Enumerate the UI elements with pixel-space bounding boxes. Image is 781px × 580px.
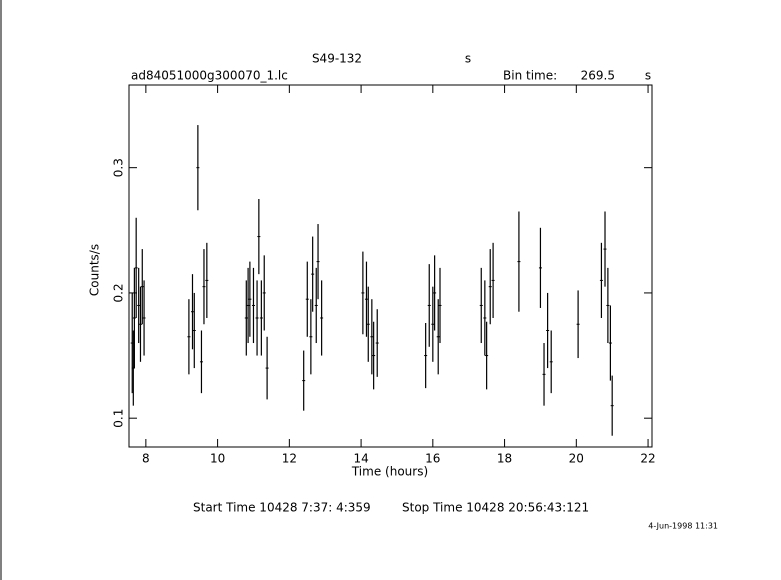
x-tick-label: 18 (497, 452, 512, 466)
y-tick-label: 0.2 (112, 283, 126, 302)
bin-time: 269.5 (581, 69, 615, 83)
x-tick-label: 16 (425, 452, 440, 466)
y-tick-label: 0.3 (112, 158, 126, 177)
file-name: ad84051000g300070_1.lc (131, 69, 288, 83)
x-tick-label: 12 (282, 452, 297, 466)
x-tick-label: 20 (569, 452, 584, 466)
stop-time: Stop Time 10428 20:56:43:121 (402, 501, 589, 515)
x-tick-label: 10 (210, 452, 225, 466)
title-unit: s (465, 52, 471, 66)
y-axis-label: Counts/s (88, 244, 102, 296)
bin-label: Bin time: (503, 69, 557, 83)
x-tick-label: 22 (640, 452, 655, 466)
bin-unit: s (645, 69, 651, 83)
x-tick-label: 14 (353, 452, 368, 466)
x-tick-label: 8 (142, 452, 150, 466)
x-axis-label: Time (hours) (351, 465, 428, 479)
y-tick-label: 0.1 (112, 409, 126, 428)
start-time: Start Time 10428 7:37: 4:359 (193, 501, 371, 515)
plot-frame (128, 84, 653, 448)
chart-title: S49-132 (312, 52, 362, 66)
date-stamp: 4-Jun-1998 11:31 (648, 522, 718, 531)
